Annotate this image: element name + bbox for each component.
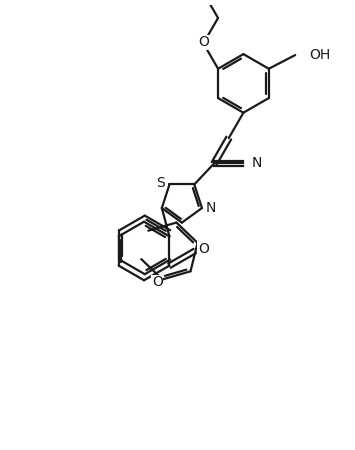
Text: N: N: [206, 201, 216, 215]
Text: OH: OH: [309, 48, 330, 62]
Text: S: S: [156, 176, 165, 190]
Text: O: O: [152, 275, 163, 289]
Text: O: O: [198, 36, 209, 50]
Text: N: N: [251, 157, 262, 171]
Text: O: O: [198, 242, 209, 256]
